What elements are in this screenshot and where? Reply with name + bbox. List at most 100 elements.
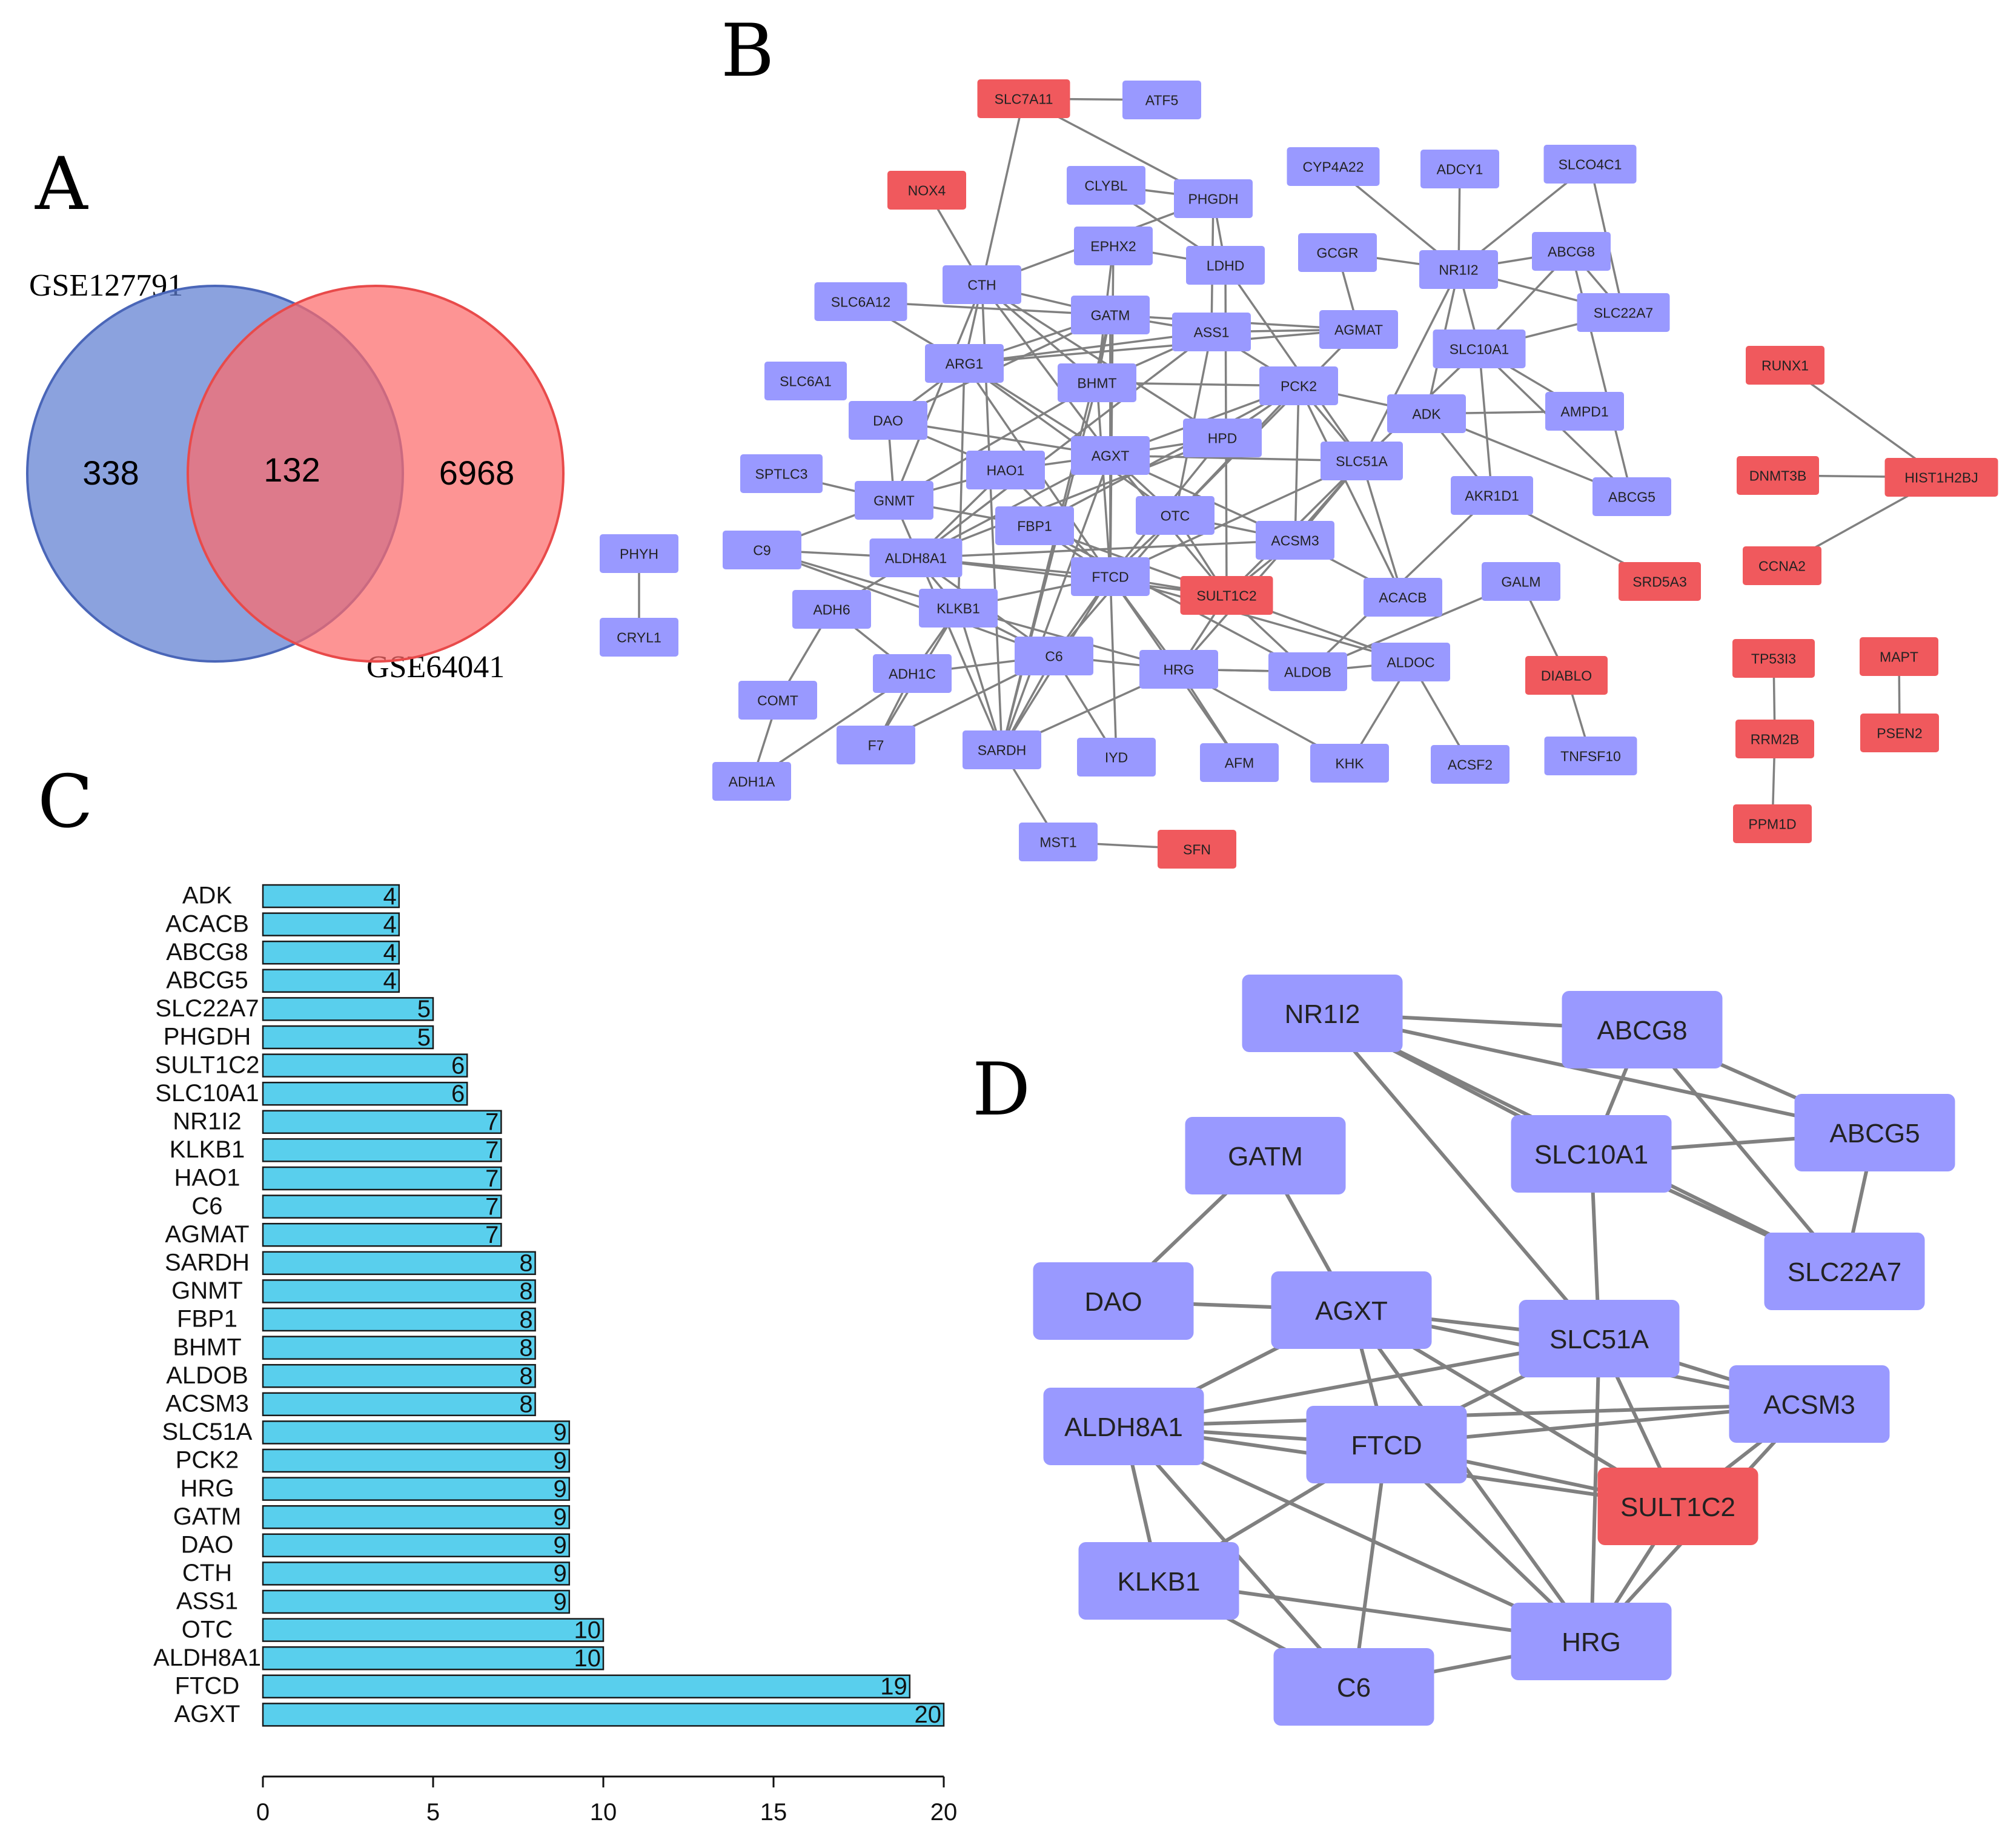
node-hao1[interactable]: HAO1 <box>966 451 1045 489</box>
node-sardh[interactable]: SARDH <box>963 730 1041 769</box>
node-abcg8[interactable]: ABCG8 <box>1532 232 1611 271</box>
node-ftcd[interactable]: FTCD <box>1071 557 1150 596</box>
node-aldoc[interactable]: ALDOC <box>1371 643 1450 681</box>
node-ldhd[interactable]: LDHD <box>1186 246 1265 285</box>
node-mst1[interactable]: MST1 <box>1019 823 1098 861</box>
bar-c6 <box>262 1194 502 1219</box>
node-mapt[interactable]: MAPT <box>1860 637 1938 676</box>
node-ccna2[interactable]: CCNA2 <box>1743 546 1821 585</box>
node-adh1a[interactable]: ADH1A <box>712 762 791 801</box>
node-adcy1[interactable]: ADCY1 <box>1420 150 1499 188</box>
node-gatm[interactable]: GATM <box>1185 1117 1346 1194</box>
node-sfn[interactable]: SFN <box>1158 830 1236 869</box>
bar-agmat <box>262 1222 502 1247</box>
node-runx1[interactable]: RUNX1 <box>1746 346 1824 385</box>
node-dao[interactable]: DAO <box>1033 1262 1194 1340</box>
node-aldh8a1[interactable]: ALDH8A1 <box>1043 1388 1204 1465</box>
node-dnmt3b[interactable]: DNMT3B <box>1737 456 1819 495</box>
node-slc6a1[interactable]: SLC6A1 <box>764 362 847 400</box>
node-ass1[interactable]: ASS1 <box>1172 313 1251 351</box>
node-tnfsf10[interactable]: TNFSF10 <box>1544 737 1637 775</box>
node-adk[interactable]: ADK <box>1387 394 1466 433</box>
node-khk[interactable]: KHK <box>1310 744 1389 783</box>
node-ampd1[interactable]: AMPD1 <box>1545 392 1624 431</box>
node-comt[interactable]: COMT <box>738 681 817 720</box>
node-srd5a3[interactable]: SRD5A3 <box>1619 562 1701 601</box>
node-phgdh[interactable]: PHGDH <box>1174 179 1253 218</box>
node-slc10a1[interactable]: SLC10A1 <box>1433 330 1526 368</box>
node-sult1c2[interactable]: SULT1C2 <box>1597 1468 1758 1545</box>
node-otc[interactable]: OTC <box>1136 496 1215 535</box>
node-hpd[interactable]: HPD <box>1183 419 1262 457</box>
node-slc6a12[interactable]: SLC6A12 <box>814 282 907 321</box>
node-agxt[interactable]: AGXT <box>1271 1271 1432 1349</box>
node-hrg[interactable]: HRG <box>1511 1603 1672 1680</box>
node-bhmt[interactable]: BHMT <box>1058 363 1136 402</box>
bar-row-slc51a: SLC51A 9 <box>162 1419 571 1446</box>
node-ephx2[interactable]: EPHX2 <box>1074 227 1153 265</box>
node-arg1[interactable]: ARG1 <box>925 344 1004 383</box>
node-c9[interactable]: C9 <box>723 531 801 569</box>
node-acacb[interactable]: ACACB <box>1364 578 1442 617</box>
node-slc51a[interactable]: SLC51A <box>1321 442 1403 480</box>
node-slc22a7[interactable]: SLC22A7 <box>1577 293 1670 332</box>
edge-slc51a-hrg <box>1178 460 1363 671</box>
bar-category-label-hao1: HAO1 <box>174 1165 240 1191</box>
node-adh1c[interactable]: ADH1C <box>873 654 952 693</box>
node-iyd[interactable]: IYD <box>1077 738 1156 777</box>
node-nox4[interactable]: NOX4 <box>887 171 966 210</box>
node-acsf2[interactable]: ACSF2 <box>1431 745 1510 784</box>
node-klkb1[interactable]: KLKB1 <box>1078 1542 1239 1620</box>
node-ftcd[interactable]: FTCD <box>1306 1406 1467 1483</box>
node-box <box>1077 738 1156 777</box>
node-c6[interactable]: C6 <box>1273 1648 1434 1726</box>
node-label: F7 <box>868 737 884 753</box>
node-psen2[interactable]: PSEN2 <box>1860 714 1939 752</box>
node-adh6[interactable]: ADH6 <box>792 590 871 629</box>
node-akr1d1[interactable]: AKR1D1 <box>1451 476 1533 515</box>
node-sult1c2[interactable]: SULT1C2 <box>1180 576 1273 615</box>
node-ppm1d[interactable]: PPM1D <box>1733 804 1812 843</box>
node-cryl1[interactable]: CRYL1 <box>600 618 678 657</box>
node-dao[interactable]: DAO <box>849 401 927 440</box>
node-klkb1[interactable]: KLKB1 <box>919 589 998 628</box>
node-f7[interactable]: F7 <box>837 726 915 764</box>
node-phyh[interactable]: PHYH <box>600 534 678 573</box>
node-rrm2b[interactable]: RRM2B <box>1735 720 1814 758</box>
node-hrg[interactable]: HRG <box>1139 650 1218 689</box>
node-slc10a1[interactable]: SLC10A1 <box>1511 1115 1672 1193</box>
node-hist1h2bj[interactable]: HIST1H2BJ <box>1884 458 1998 497</box>
node-abcg5[interactable]: ABCG5 <box>1794 1094 1955 1171</box>
node-galm[interactable]: GALM <box>1482 562 1560 601</box>
node-fbp1[interactable]: FBP1 <box>995 506 1074 545</box>
node-abcg8[interactable]: ABCG8 <box>1562 991 1723 1068</box>
node-c6[interactable]: C6 <box>1015 637 1093 675</box>
node-atf5[interactable]: ATF5 <box>1122 81 1201 119</box>
node-abcg5[interactable]: ABCG5 <box>1592 477 1671 516</box>
node-gatm[interactable]: GATM <box>1071 296 1150 334</box>
node-aldh8a1[interactable]: ALDH8A1 <box>869 538 963 577</box>
node-acsm3[interactable]: ACSM3 <box>1256 521 1334 560</box>
node-slc22a7[interactable]: SLC22A7 <box>1764 1233 1925 1310</box>
node-agmat[interactable]: AGMAT <box>1319 310 1398 349</box>
bar-value-label-klkb1: 7 <box>485 1137 499 1164</box>
node-nr1i2[interactable]: NR1I2 <box>1419 250 1498 289</box>
node-cth[interactable]: CTH <box>943 265 1021 304</box>
node-cyp4a22[interactable]: CYP4A22 <box>1287 147 1380 186</box>
node-slc51a[interactable]: SLC51A <box>1519 1300 1680 1377</box>
node-aldob[interactable]: ALDOB <box>1268 652 1347 691</box>
node-gcgr[interactable]: GCGR <box>1298 233 1377 272</box>
node-diablo[interactable]: DIABLO <box>1525 656 1608 695</box>
node-pck2[interactable]: PCK2 <box>1259 366 1338 405</box>
node-clybl[interactable]: CLYBL <box>1067 166 1145 205</box>
node-slc7a11[interactable]: SLC7A11 <box>977 79 1070 118</box>
node-afm[interactable]: AFM <box>1200 743 1279 782</box>
node-tp53i3[interactable]: TP53I3 <box>1732 639 1815 678</box>
node-sptlc3[interactable]: SPTLC3 <box>740 454 823 493</box>
node-gnmt[interactable]: GNMT <box>855 481 933 520</box>
node-agxt[interactable]: AGXT <box>1071 436 1150 475</box>
node-acsm3[interactable]: ACSM3 <box>1729 1365 1890 1443</box>
bar-klkb1 <box>262 1138 502 1162</box>
node-slco4c1[interactable]: SLCO4C1 <box>1543 145 1637 184</box>
node-nr1i2[interactable]: NR1I2 <box>1242 975 1403 1052</box>
